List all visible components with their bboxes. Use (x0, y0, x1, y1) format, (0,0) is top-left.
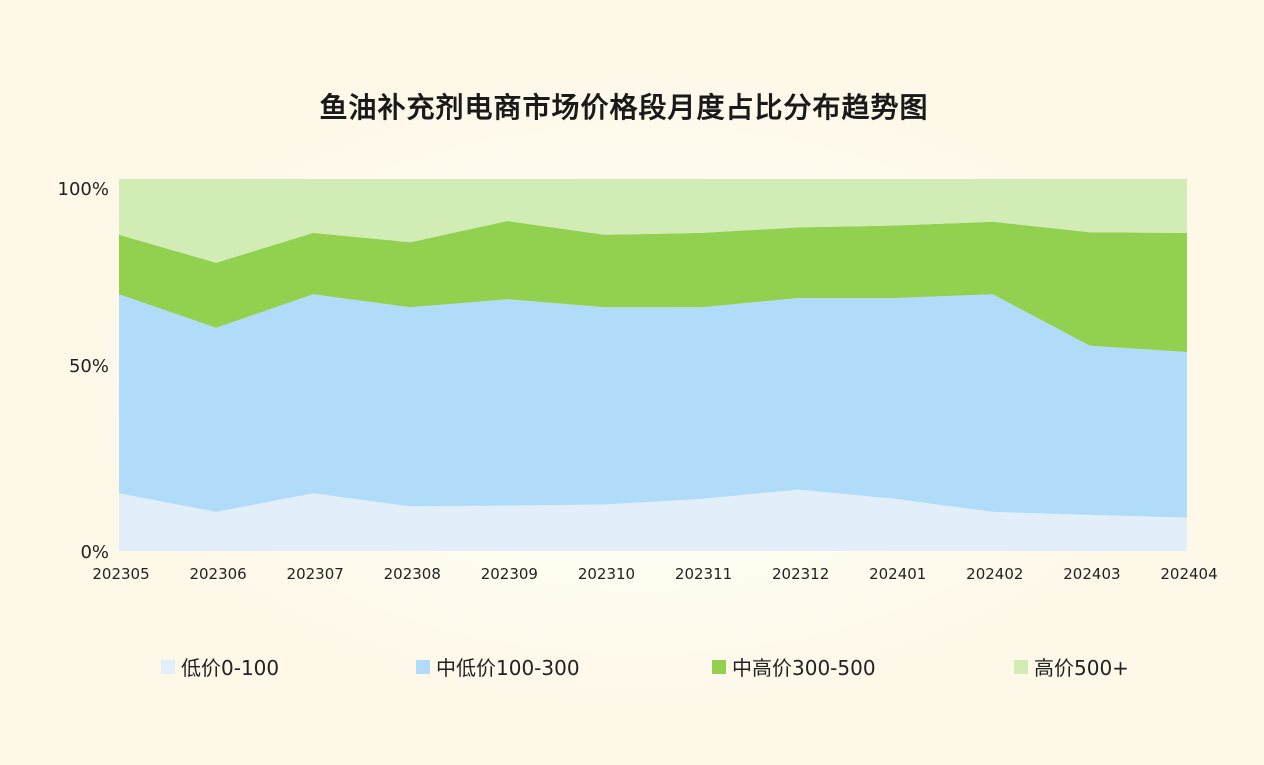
area-layer (119, 179, 1187, 551)
x-axis-ticks: 202305 202306 202307 202308 202309 202310 2023… (92, 565, 1217, 583)
x-tick-label: 202308 (384, 565, 441, 583)
legend-label: 中高价300-500 (732, 656, 876, 680)
y-axis-ticks: 0% 50% 100% (58, 179, 109, 563)
y-tick-label: 50% (69, 356, 109, 377)
x-tick-label: 202309 (481, 565, 538, 583)
x-tick-label: 202306 (189, 565, 246, 583)
x-tick-label: 202401 (869, 565, 926, 583)
x-tick-label: 202307 (287, 565, 344, 583)
x-tick-label: 202310 (578, 565, 635, 583)
area-series-1 (119, 489, 1187, 551)
chart-legend: 低价0-100 中低价100-300 中高价300-500 高价500+ (0, 652, 1264, 682)
legend-swatch (712, 659, 726, 674)
legend-swatch (416, 659, 430, 674)
legend-label: 低价0-100 (181, 656, 280, 680)
legend-item: 中低价100-300 (416, 652, 580, 681)
y-tick-label: 0% (80, 542, 109, 563)
area-series-2 (119, 294, 1187, 518)
legend-item: 高价500+ (1014, 652, 1129, 681)
legend-item: 低价0-100 (161, 652, 279, 681)
legend-swatch (1014, 659, 1028, 674)
chart-title: 鱼油补充剂电商市场价格段月度占比分布趋势图 (319, 91, 929, 124)
area-series-4 (119, 179, 1187, 263)
legend-swatch (161, 659, 175, 674)
x-tick-label: 202305 (92, 565, 149, 583)
x-tick-label: 202311 (675, 565, 732, 583)
x-tick-label: 202402 (966, 565, 1023, 583)
x-tick-label: 202312 (772, 565, 829, 583)
x-tick-label: 202404 (1160, 565, 1217, 583)
legend-label: 高价500+ (1034, 656, 1129, 680)
legend-item: 中高价300-500 (712, 652, 876, 681)
y-tick-label: 100% (58, 179, 109, 200)
x-tick-label: 202403 (1063, 565, 1120, 583)
legend-label: 中低价100-300 (436, 656, 580, 680)
area-series-3 (119, 221, 1187, 352)
